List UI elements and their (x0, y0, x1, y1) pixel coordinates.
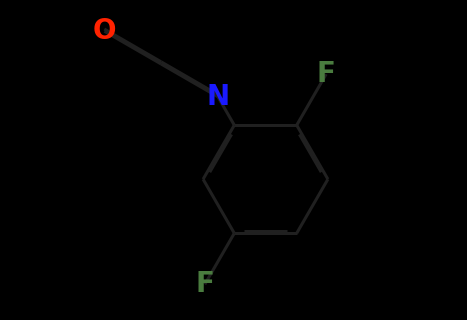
Text: N: N (206, 83, 229, 111)
Text: O: O (92, 17, 116, 45)
Text: F: F (317, 60, 336, 88)
Text: F: F (195, 270, 214, 298)
